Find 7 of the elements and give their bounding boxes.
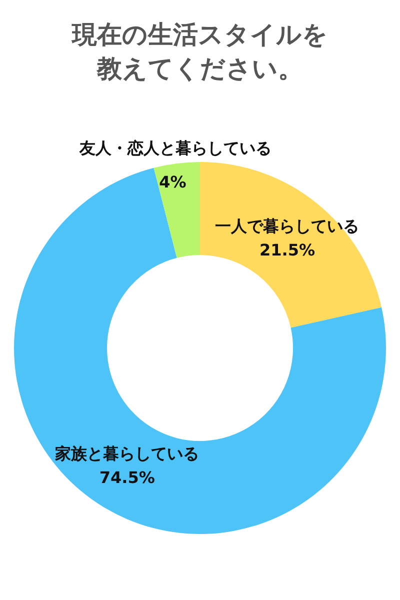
slice-label: 家族と暮らしている xyxy=(54,444,200,464)
slice-label: 一人で暮らしている xyxy=(215,216,360,236)
chart-title: 現在の生活スタイルを教えてください。 xyxy=(70,19,329,85)
data-label: 74.5% xyxy=(99,468,155,488)
data-label: 4% xyxy=(159,172,186,192)
data-label: 21.5% xyxy=(259,240,315,260)
slice-label: 友人・恋人と暮らしている xyxy=(78,138,272,158)
